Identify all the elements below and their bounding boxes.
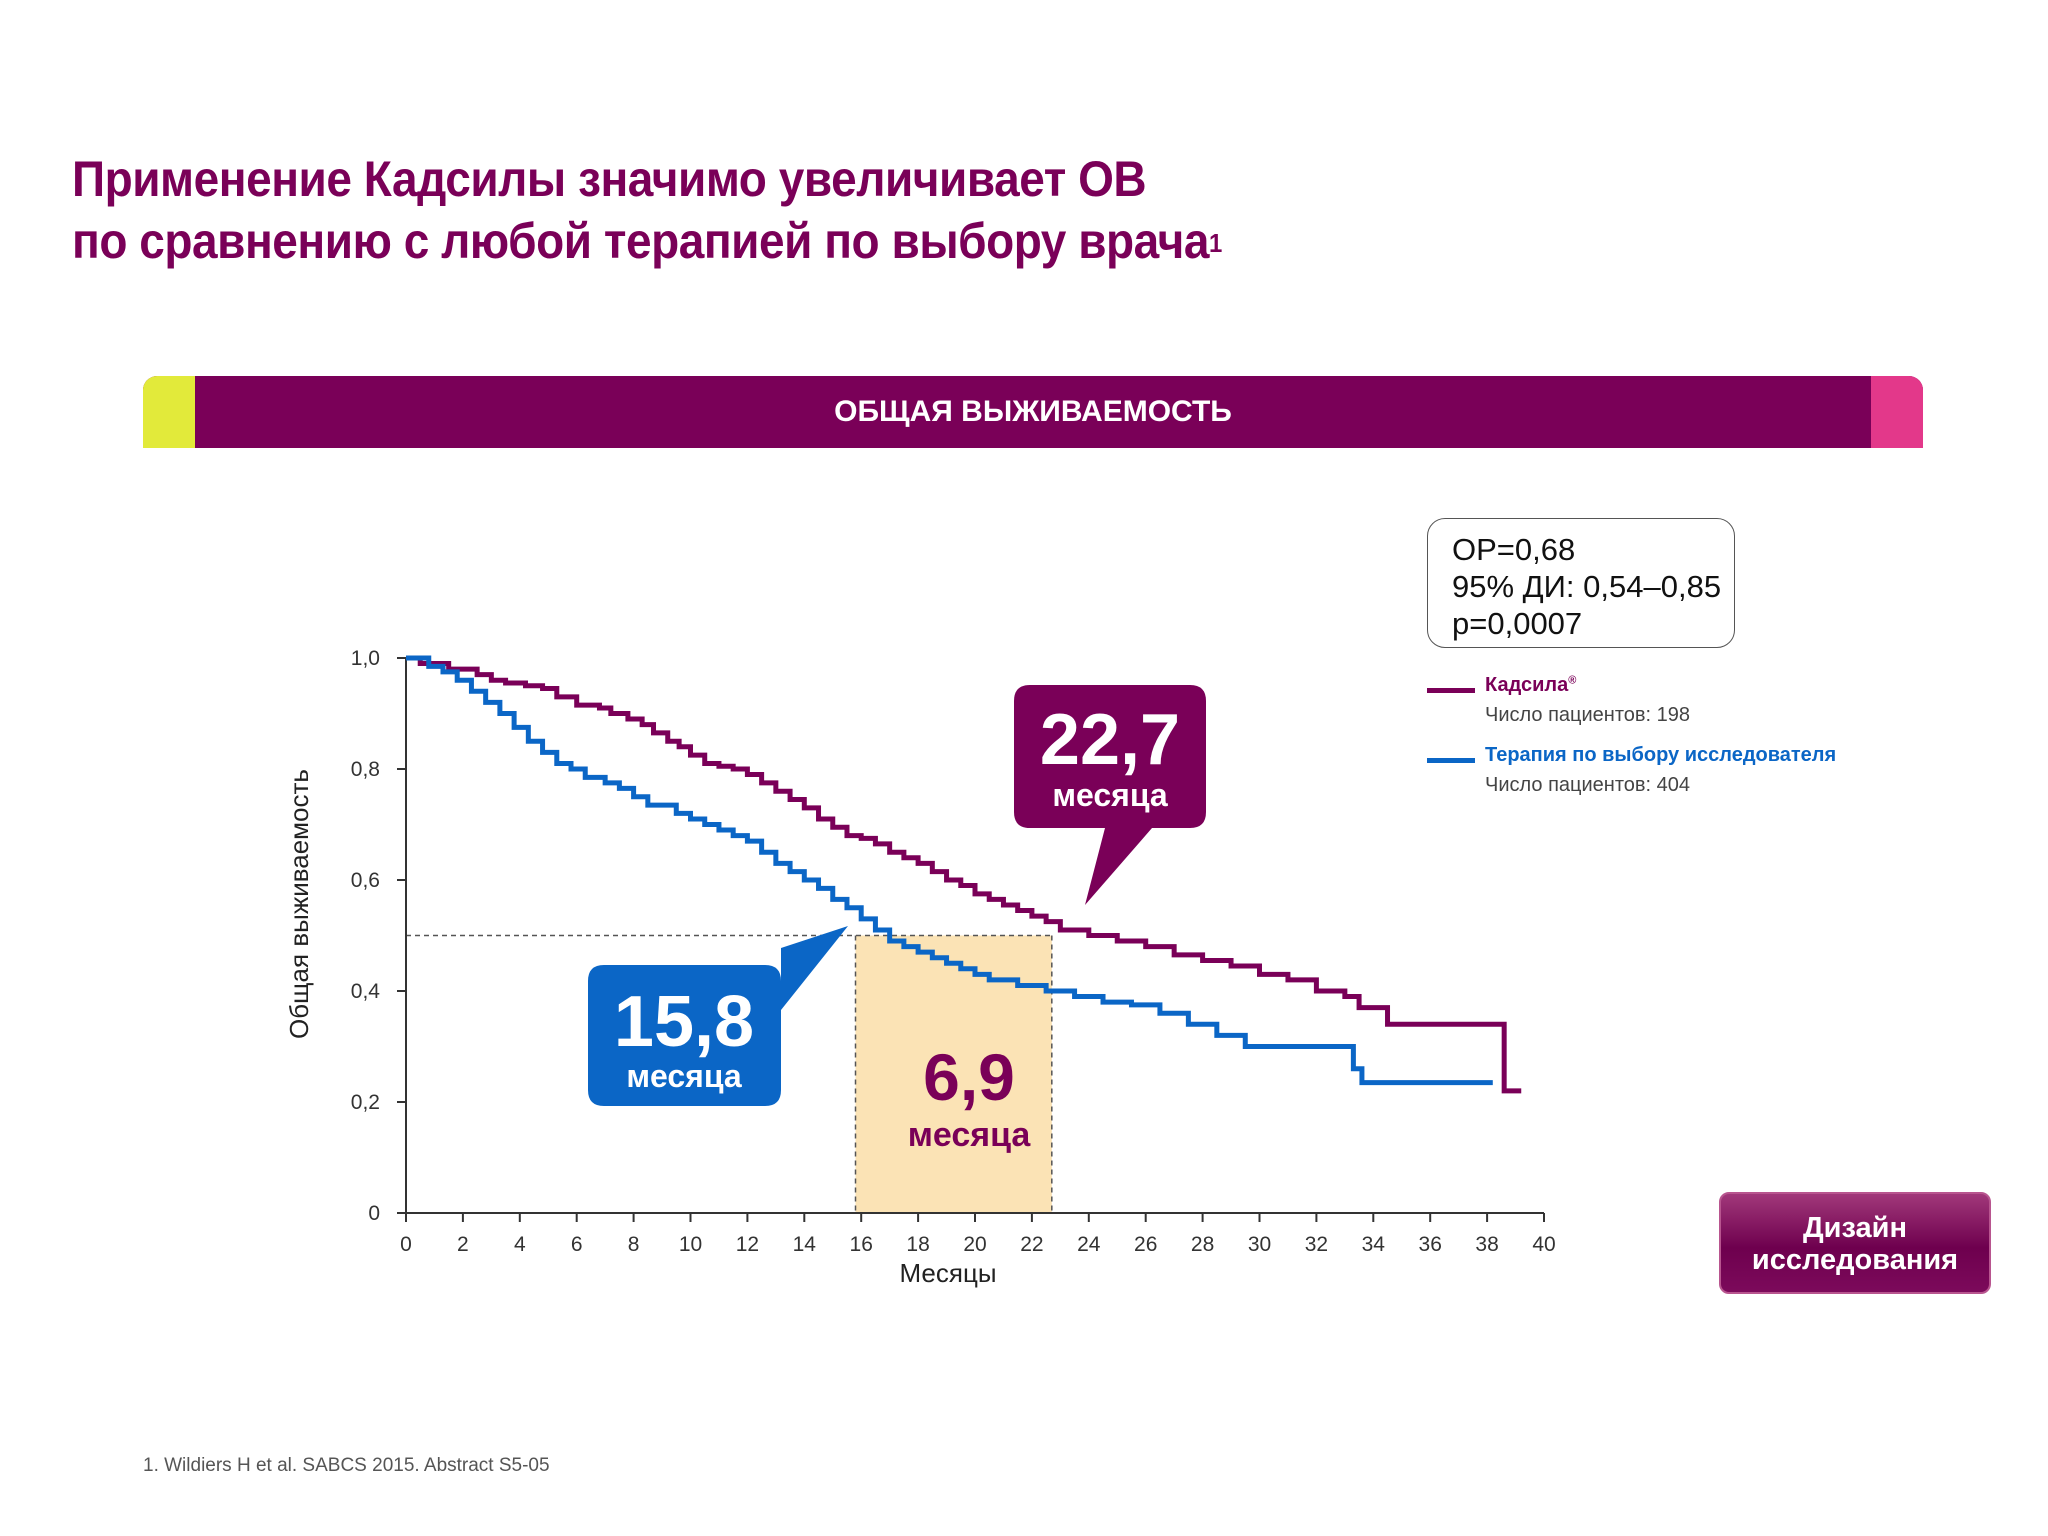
legend-patients-kadcyla: Число пациентов: 198 (1485, 704, 1690, 726)
page-title-line2: по сравнению с любой терапией по выбору … (72, 213, 1210, 269)
x-tick-label: 26 (1134, 1233, 1157, 1256)
x-tick-label: 24 (1077, 1233, 1101, 1256)
callout-physician-value: 15,8 (614, 982, 754, 1062)
series-line-kadcyla (406, 655, 1522, 1094)
x-tick-label: 14 (793, 1233, 817, 1256)
y-tick-label: 0,8 (351, 758, 380, 781)
x-tick-label: 38 (1475, 1233, 1498, 1256)
confidence-interval: 95% ДИ: 0,54–0,85 (1452, 569, 1722, 604)
x-tick-label: 34 (1362, 1233, 1386, 1256)
study-design-button[interactable]: Дизайн исследования (1719, 1192, 1991, 1294)
x-tick-label: 10 (679, 1233, 702, 1256)
callout-kadcyla: 22,7 месяца (1014, 685, 1206, 905)
y-tick-label: 0,2 (351, 1091, 380, 1114)
footnote-ref: 1 (1209, 228, 1222, 258)
callout-physician-unit: месяца (626, 1058, 742, 1094)
x-tick-label: 4 (514, 1233, 526, 1256)
x-tick-label: 16 (850, 1233, 873, 1256)
callout-kadcyla-unit: месяца (1052, 777, 1168, 813)
banner-right-cap (1871, 376, 1923, 448)
x-tick-label: 28 (1191, 1233, 1214, 1256)
study-design-line1: Дизайн (1803, 1212, 1907, 1244)
y-axis-label: Общая выживаемость (284, 769, 314, 1039)
x-tick-label: 30 (1248, 1233, 1271, 1256)
study-design-line2: исследования (1751, 1244, 1959, 1276)
x-tick-label: 0 (400, 1233, 412, 1256)
x-tick-label: 36 (1419, 1233, 1442, 1256)
hazard-ratio: ОР=0,68 (1452, 532, 1576, 567)
x-tick-label: 6 (571, 1233, 583, 1256)
registered-mark: ® (1568, 674, 1577, 687)
x-tick-label: 12 (736, 1233, 759, 1256)
callout-physician-bubble (588, 926, 848, 1106)
legend-label-physician: Терапия по выбору исследователя (1485, 744, 1837, 766)
legend-swatch-kadcyla (1427, 688, 1475, 693)
legend-patients-physician: Число пациентов: 404 (1485, 774, 1690, 796)
stats-box: ОР=0,68 95% ДИ: 0,54–0,85 p=0,0007 (1427, 518, 1735, 648)
page-title-line1: Применение Кадсилы значимо увеличивает О… (72, 151, 1147, 207)
x-axis-label: Месяцы (899, 1258, 996, 1288)
difference-value: 6,9 (923, 1040, 1015, 1114)
x-tick-label: 8 (628, 1233, 640, 1256)
banner-left-cap (143, 376, 195, 448)
x-tick-label: 18 (906, 1233, 929, 1256)
x-tick-label: 32 (1305, 1233, 1328, 1256)
callout-kadcyla-value: 22,7 (1040, 700, 1180, 780)
x-tick-label: 22 (1020, 1233, 1043, 1256)
footnote: 1. Wildiers H et al. SABCS 2015. Abstrac… (143, 1455, 550, 1476)
y-tick-label: 0 (368, 1202, 380, 1225)
legend-label-kadcyla: Кадсила (1485, 674, 1569, 696)
difference-unit: месяца (908, 1116, 1032, 1154)
y-tick-label: 0,6 (351, 869, 380, 892)
callout-kadcyla-bubble (1014, 685, 1206, 905)
section-banner: ОБЩАЯ ВЫЖИВАЕМОСТЬ (143, 376, 1923, 448)
legend-swatch-physician (1427, 758, 1475, 763)
x-tick-label: 20 (963, 1233, 986, 1256)
y-tick-label: 0,4 (351, 980, 381, 1003)
series-line-physician (406, 655, 1493, 1086)
callout-physician: 15,8 месяца (588, 926, 848, 1106)
page-title: Применение Кадсилы значимо увеличивает О… (72, 148, 1222, 272)
x-tick-label: 40 (1532, 1233, 1555, 1256)
y-tick-label: 1,0 (351, 647, 380, 670)
p-value: p=0,0007 (1452, 606, 1583, 641)
banner-label: ОБЩАЯ ВЫЖИВАЕМОСТЬ (834, 395, 1232, 428)
x-tick-label: 2 (457, 1233, 469, 1256)
